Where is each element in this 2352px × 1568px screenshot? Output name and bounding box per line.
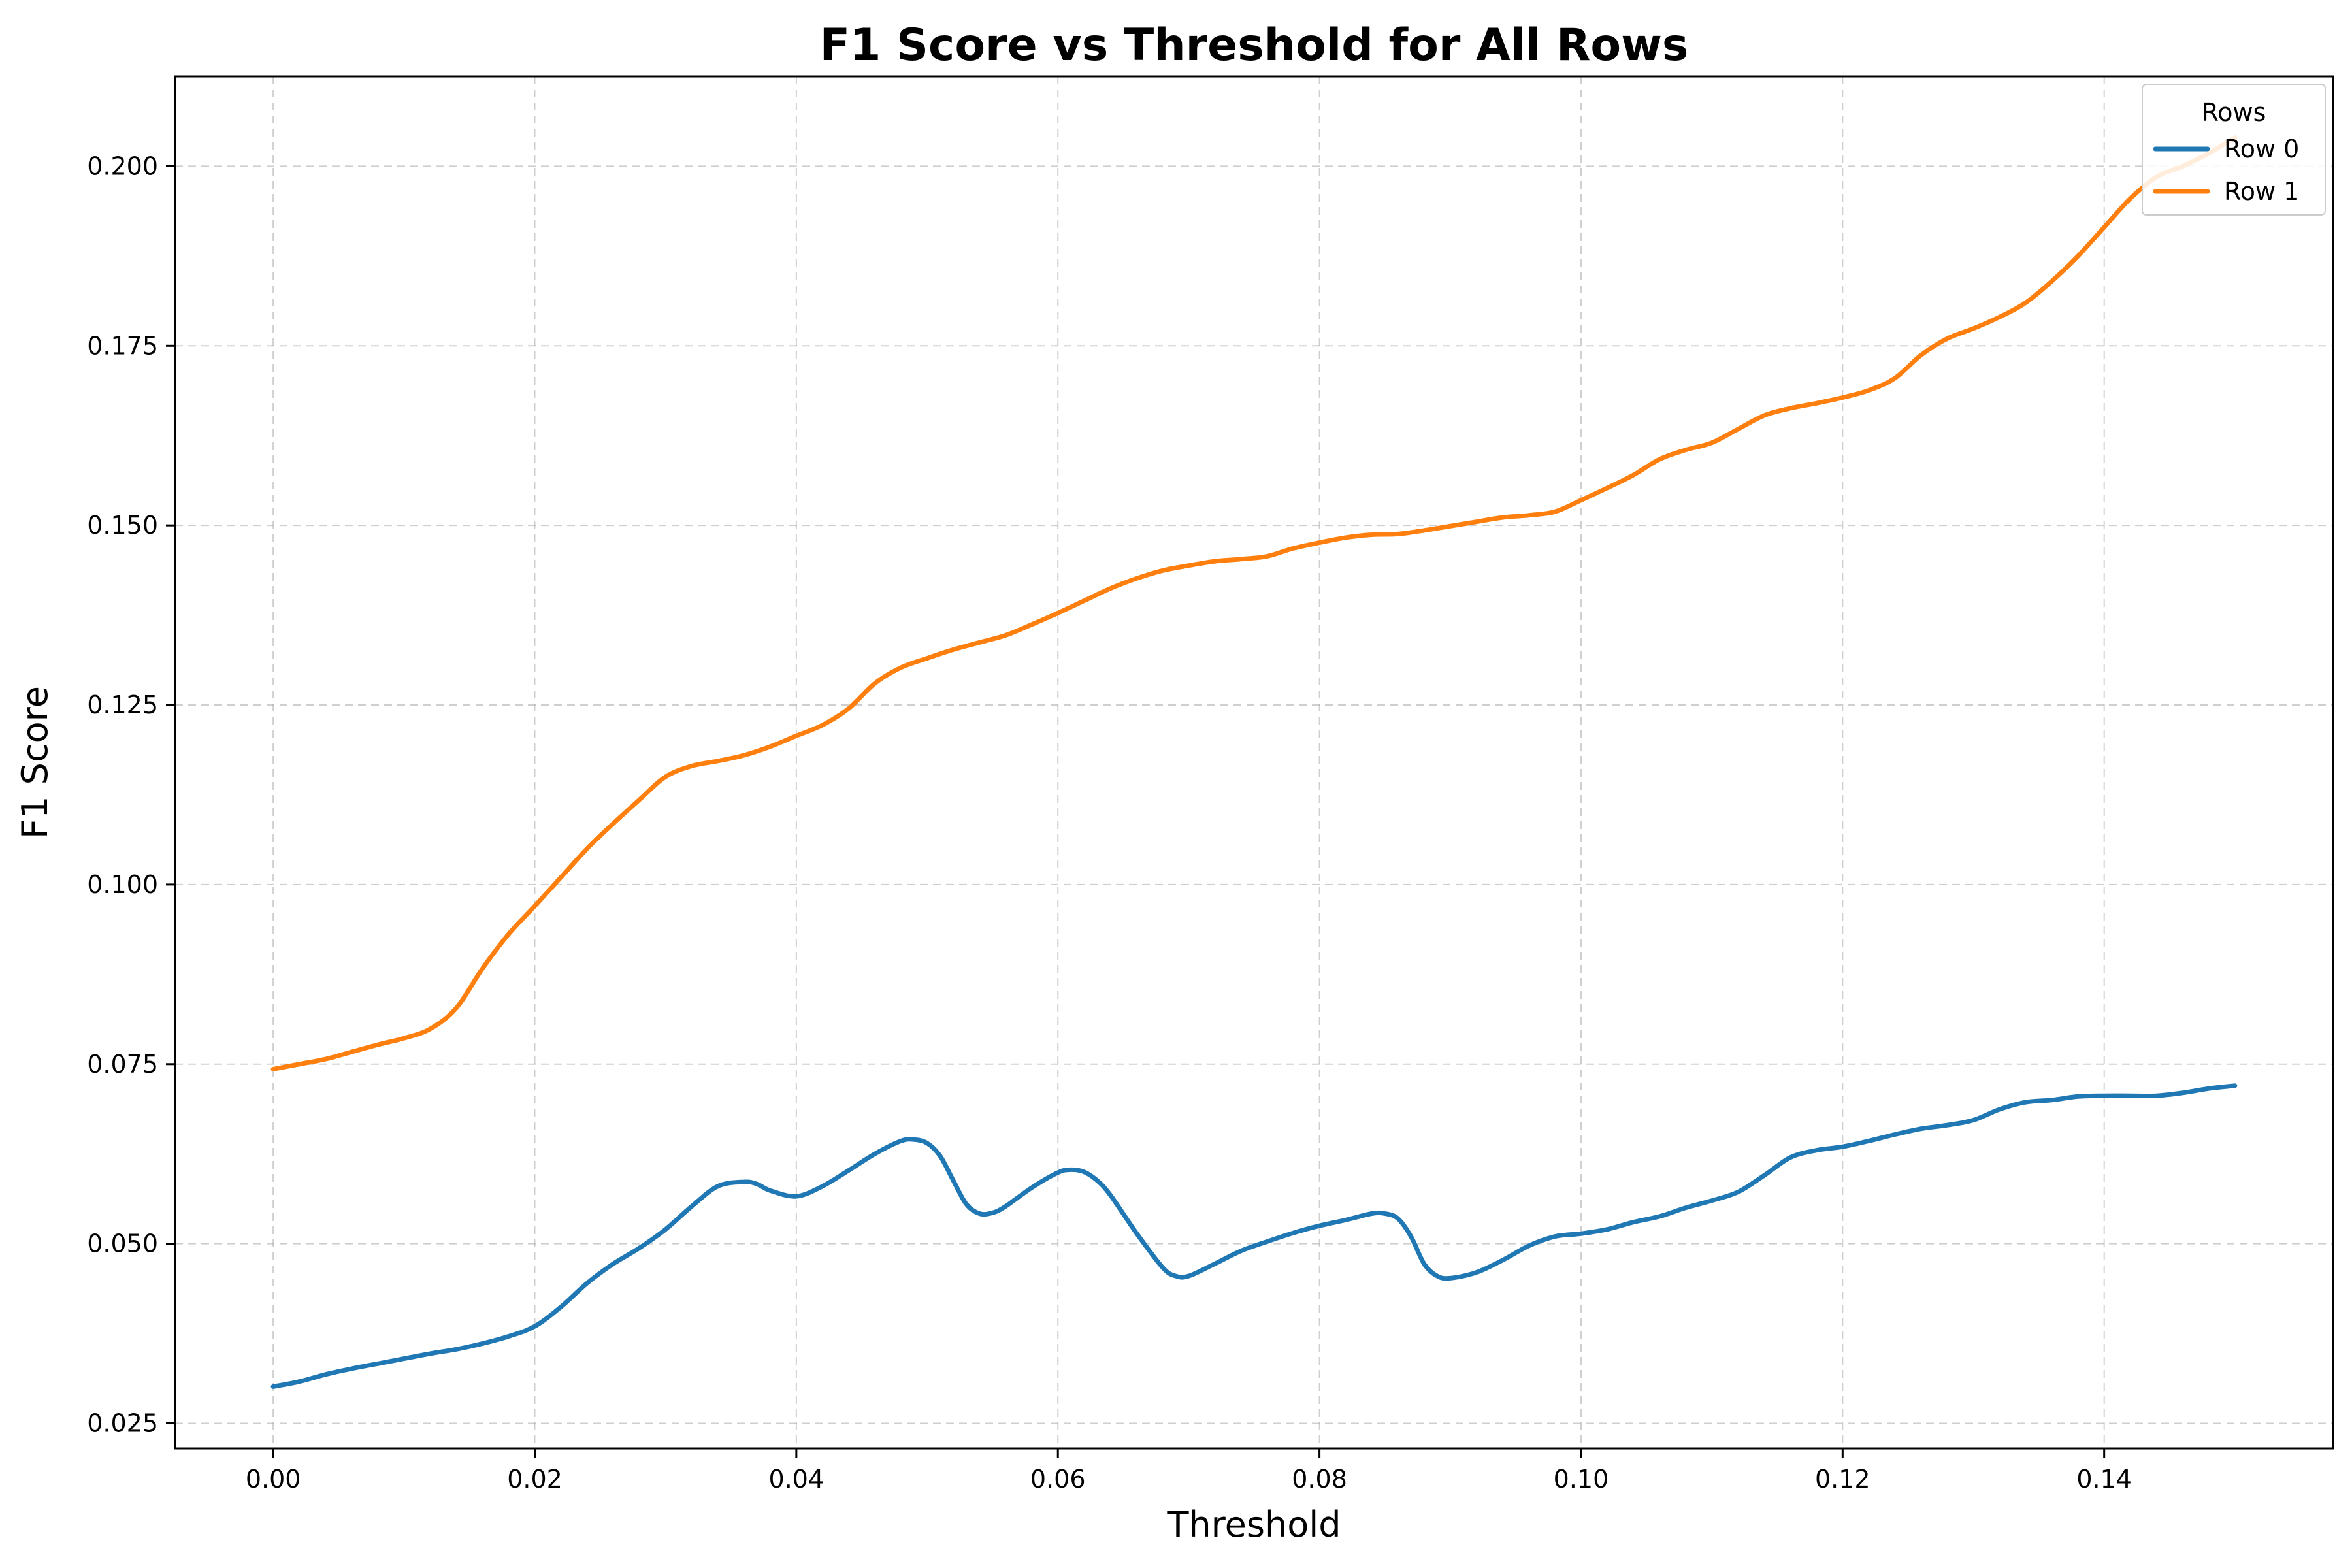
x-tick-label: 0.08 <box>1292 1465 1347 1494</box>
y-axis-label: F1 Score <box>14 686 56 839</box>
series-line-row-1 <box>270 135 2238 1071</box>
x-tick-label: 0.00 <box>246 1465 301 1494</box>
x-tick-label: 0.12 <box>1815 1465 1870 1494</box>
series-line-row-0 <box>270 1083 2238 1389</box>
legend-title: Rows <box>2202 98 2266 127</box>
x-tick-label: 0.02 <box>507 1465 563 1494</box>
x-axis-ticks: 0.00 0.02 0.04 0.06 0.08 0.10 0.12 0.14 <box>246 1448 2132 1494</box>
x-tick-label: 0.06 <box>1030 1465 1086 1494</box>
plot-area-frame <box>174 75 2334 1450</box>
legend-label: Row 0 <box>2224 135 2299 163</box>
y-axis-ticks: 0.025 0.050 0.075 0.100 0.125 0.150 0.175 0.200 <box>87 152 175 1438</box>
y-tick-label: 0.125 <box>87 691 158 719</box>
x-axis-label: Threshold <box>1166 1504 1341 1545</box>
grid-lines <box>175 76 2333 1448</box>
y-tick-label: 0.050 <box>87 1230 158 1258</box>
legend: Rows Row 0 Row 1 <box>2142 84 2326 216</box>
chart-title: F1 Score vs Threshold for All Rows <box>820 20 1689 71</box>
y-tick-label: 0.100 <box>87 870 158 899</box>
series-lines <box>270 135 2238 1389</box>
y-tick-label: 0.150 <box>87 511 158 540</box>
legend-box <box>2142 84 2326 216</box>
y-tick-label: 0.075 <box>87 1050 158 1079</box>
y-tick-label: 0.025 <box>87 1409 158 1438</box>
x-tick-label: 0.10 <box>1554 1465 1609 1494</box>
y-tick-label: 0.200 <box>87 152 158 180</box>
x-tick-label: 0.04 <box>769 1465 825 1494</box>
y-tick-label: 0.175 <box>87 331 158 360</box>
legend-label: Row 1 <box>2224 177 2299 206</box>
x-tick-label: 0.14 <box>2076 1465 2132 1494</box>
legend-entries: Row 0 Row 1 <box>2153 135 2299 206</box>
